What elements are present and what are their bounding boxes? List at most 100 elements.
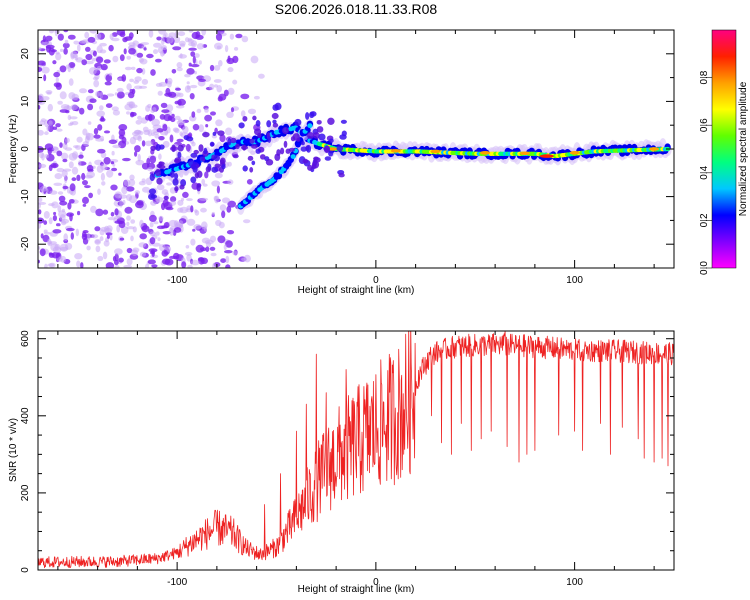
spectrogram-transition-blob [212,131,217,136]
spectrogram-noise-blob [95,245,101,253]
spectrogram-transition-blob [202,131,210,138]
spectrogram-noise-blob [54,173,63,180]
spectrogram-noise-blob [48,164,53,172]
spectrogram-noise-blob [82,128,88,136]
spectrogram-noise-blob [200,257,208,264]
spectrogram-noise-blob [148,248,158,253]
spectrogram-noise-blob [139,233,147,240]
spectrogram-noise-blob [132,226,137,233]
spectrogram-noise-blob [49,190,58,195]
spectrogram-noise-blob [126,194,133,201]
spectrogram-noise-blob [124,103,133,111]
spectrogram-x-tick-label: 0 [373,275,379,286]
spectrogram-transition-blob [249,166,254,173]
spectrogram-transition-blob [190,152,198,158]
snr-y-axis-label: SNR (10 * v/v) [8,418,19,482]
spectrogram-noise-blob [176,62,183,68]
spectrogram-transition-blob [179,184,185,190]
spectrogram-transition-blob [267,135,272,143]
spectrogram-noise-blob [56,223,61,227]
spectrogram-noise-blob [164,258,174,266]
spectrogram-noise-blob [198,78,207,82]
snr-y-tick-label: 0 [20,567,31,573]
spectrogram-noise-blob [62,142,68,150]
figure-title: S206.2026.018.11.33.R08 [275,1,438,17]
colorbar-tick-label: 0.6 [699,118,710,132]
spectrogram-noise-blob [106,234,110,239]
spectrogram-noise-blob [161,202,166,211]
spectrogram-noise-blob [128,42,136,46]
spectrogram-noise-blob [212,262,216,268]
spectrogram-noise-blob [188,30,194,33]
spectrogram-noise-blob [209,246,216,251]
spectrogram-noise-blob [75,228,80,237]
spectrogram-transition-blob [327,117,335,125]
spectrogram-noise-blob [142,126,149,133]
spectrogram-noise-blob [226,205,232,213]
spectrogram-noise-blob [78,154,84,159]
spectrogram-noise-blob [59,65,67,73]
spectrogram-noise-blob [143,47,147,51]
spectrogram-noise-blob [204,171,209,179]
spectrogram-noise-blob [100,115,105,122]
spectrogram-noise-blob [91,57,97,62]
spectrogram-noise-blob [134,129,142,135]
spectrogram-noise-blob [85,132,91,140]
spectrogram-noise-blob [99,42,107,47]
spectrogram-noise-blob [135,159,145,166]
spectrogram-noise-blob [201,30,207,36]
spectrogram-noise-blob [52,229,62,234]
spectrogram-noise-blob [64,137,70,143]
spectrogram-noise-blob [61,170,68,178]
spectrogram-noise-blob [134,145,141,153]
spectrogram-noise-blob [154,134,160,139]
spectrogram-noise-blob [108,139,118,145]
spectrogram-noise-blob [49,262,56,268]
spectrogram-noise-blob [105,262,115,268]
spectrogram-noise-blob [225,264,231,268]
spectrogram-noise-blob [97,148,106,154]
spectrogram-noise-blob [97,255,104,262]
spectrogram-transition-blob [283,140,288,148]
spectrogram-noise-blob [38,222,42,229]
spectrogram-transition-blob [156,163,162,169]
spectrogram-x-tick-label: -100 [167,275,187,286]
spectrogram-noise-blob [72,151,79,159]
colorbar-tick-label: 0.2 [699,213,710,227]
spectrogram-noise-blob [97,188,101,195]
spectrogram-noise-blob [181,261,187,268]
spectrogram-transition-blob [242,144,247,151]
spectrogram-transition-blob [252,115,257,121]
spectrogram-noise-blob [139,219,144,228]
spectrogram-noise-blob [60,104,70,110]
spectrogram-noise-blob [63,30,69,33]
spectrogram-noise-blob [193,224,202,230]
spectrogram-noise-blob [113,215,121,219]
spectrogram-noise-blob [119,199,123,208]
spectrogram-noise-blob [134,151,138,157]
spectrogram-noise-blob [41,96,50,101]
spectrogram-transition-blob [196,183,201,192]
spectrogram-y-tick-label: 0 [20,146,31,152]
spectrogram-noise-blob [195,31,201,39]
spectrogram-noise-blob [52,60,57,65]
snr-series-line [38,331,674,569]
spectrogram-noise-blob [43,74,47,82]
spectrogram-noise-blob [223,244,227,251]
spectrogram-noise-blob [196,108,202,114]
spectrogram-noise-blob [157,90,163,96]
spectrogram-noise-blob [215,33,223,41]
spectrogram-noise-blob [82,203,87,207]
spectrogram-noise-blob [201,221,208,230]
spectrogram-noise-blob [87,89,94,94]
spectrogram-transition-blob [174,157,182,163]
spectrogram-noise-blob [219,204,227,212]
spectrogram-noise-blob [152,107,157,112]
spectrogram-noise-blob [209,64,215,72]
spectrogram-noise-blob [198,60,202,65]
spectrogram-noise-blob [84,185,91,189]
spectrogram-transition-blob [282,127,289,134]
spectrogram-noise-blob [78,160,82,167]
spectrogram-transition-blob [272,122,279,128]
